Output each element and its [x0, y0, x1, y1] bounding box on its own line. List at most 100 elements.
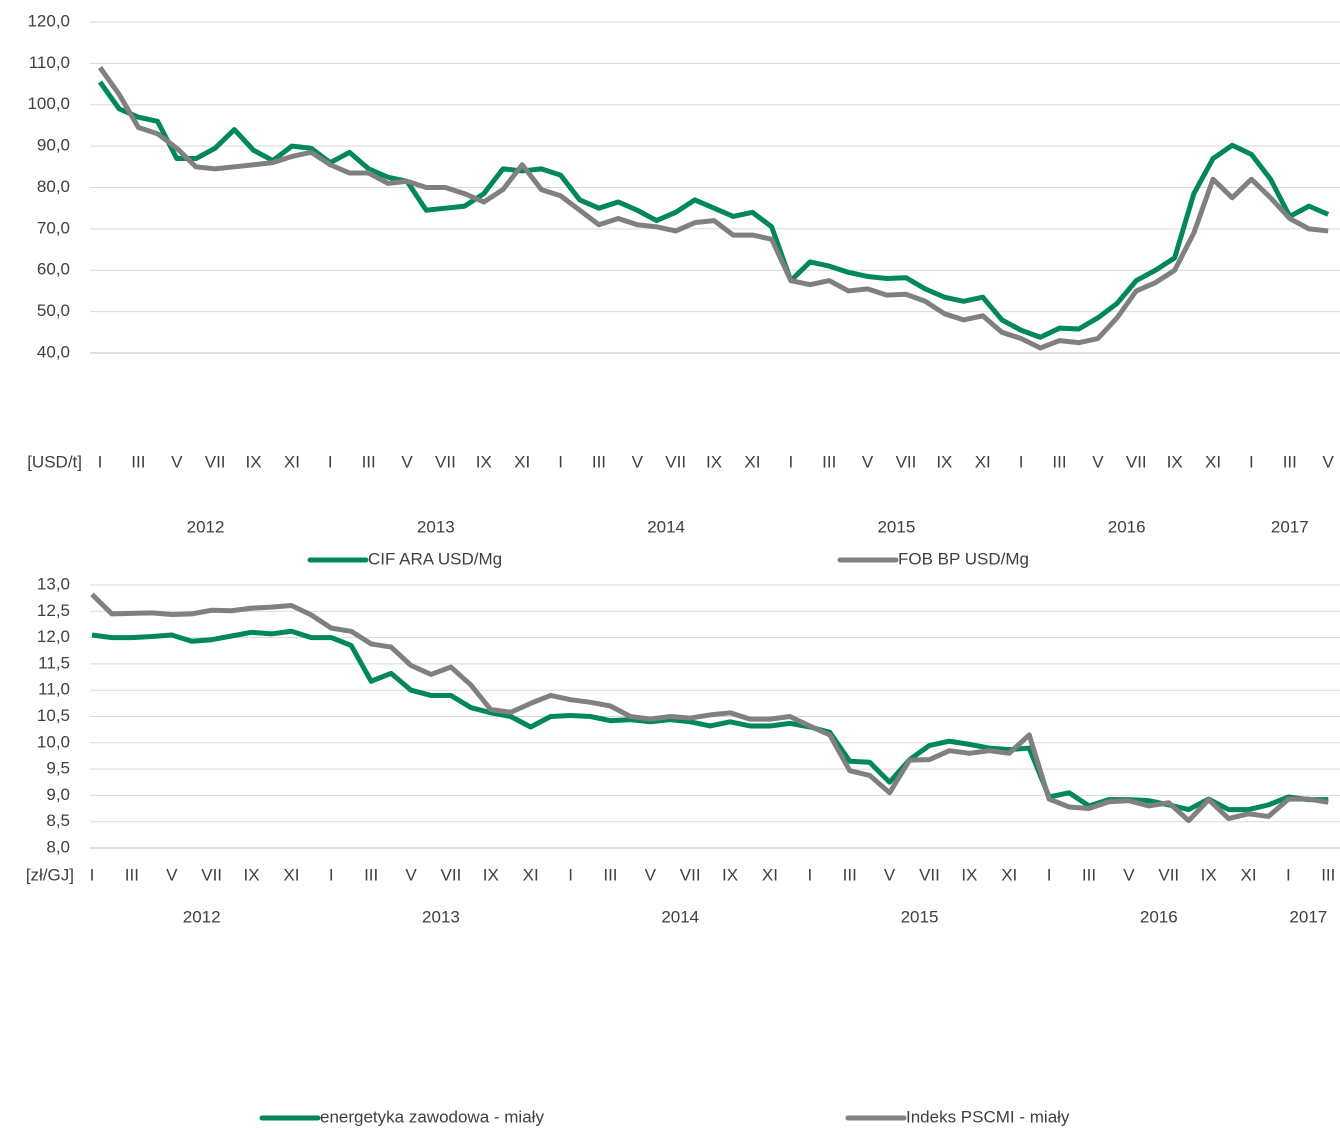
x-tick-label: III	[822, 452, 836, 471]
x-tick-label: V	[1322, 452, 1334, 471]
y-tick-label: 70,0	[37, 218, 70, 237]
x-axis-label: [zł/GJ]	[26, 865, 74, 884]
x-tick-label: XI	[514, 452, 530, 471]
x-tick-label: XI	[762, 865, 778, 884]
y-tick-label: 40,0	[37, 342, 70, 361]
x-tick-label: IX	[936, 452, 952, 471]
year-label: 2013	[417, 517, 455, 536]
x-tick-label: VII	[201, 865, 222, 884]
x-tick-label: III	[1283, 452, 1297, 471]
year-label: 2012	[183, 907, 221, 926]
x-tick-label: V	[405, 865, 417, 884]
series-line	[97, 66, 1329, 351]
x-tick-label: VII	[665, 452, 686, 471]
y-tick-label: 11,0	[38, 680, 70, 699]
x-tick-label: III	[131, 452, 145, 471]
legend-label: FOB BP USD/Mg	[898, 549, 1029, 568]
legend-label: CIF ARA USD/Mg	[368, 549, 502, 568]
x-tick-label: I	[1286, 865, 1291, 884]
x-tick-label: I	[558, 452, 563, 471]
x-tick-label: VII	[441, 865, 462, 884]
y-tick-label: 9,5	[46, 759, 70, 778]
series-line	[97, 80, 1330, 340]
series-line	[91, 628, 1329, 813]
x-axis-label: [USD/t]	[27, 452, 82, 471]
year-label: 2012	[187, 517, 225, 536]
x-tick-label: I	[329, 865, 334, 884]
year-label: 2017	[1271, 517, 1309, 536]
x-tick-label: III	[1082, 865, 1096, 884]
x-tick-label: V	[862, 452, 874, 471]
x-tick-label: IX	[1167, 452, 1183, 471]
y-tick-label: 10,5	[37, 706, 70, 725]
y-tick-label: 50,0	[37, 301, 70, 320]
x-tick-label: IX	[243, 865, 259, 884]
year-label: 2016	[1140, 907, 1178, 926]
x-tick-label: XI	[1001, 865, 1017, 884]
series-line	[90, 592, 1329, 824]
x-tick-label: V	[166, 865, 178, 884]
x-tick-label: III	[362, 452, 376, 471]
y-tick-label: 11,5	[38, 653, 70, 672]
x-tick-label: I	[807, 865, 812, 884]
y-tick-label: 12,5	[37, 601, 70, 620]
y-tick-label: 12,0	[37, 627, 70, 646]
y-tick-label: 110,0	[29, 53, 70, 72]
x-tick-label: V	[171, 452, 183, 471]
year-label: 2015	[901, 907, 939, 926]
x-tick-label: XI	[284, 452, 300, 471]
x-tick-label: V	[884, 865, 896, 884]
x-tick-label: V	[632, 452, 644, 471]
x-tick-label: VII	[919, 865, 940, 884]
y-tick-label: 80,0	[37, 177, 70, 196]
x-tick-label: VII	[896, 452, 917, 471]
x-tick-label: IX	[483, 865, 499, 884]
x-tick-label: XI	[283, 865, 299, 884]
y-tick-label: 60,0	[37, 260, 70, 279]
y-tick-label: 90,0	[37, 136, 70, 155]
y-tick-label: 120,0	[27, 11, 70, 30]
x-tick-label: IX	[476, 452, 492, 471]
x-tick-label: I	[328, 452, 333, 471]
year-label: 2014	[647, 517, 685, 536]
x-tick-label: I	[98, 452, 103, 471]
x-tick-label: VII	[680, 865, 701, 884]
x-tick-label: I	[568, 865, 573, 884]
x-tick-label: III	[603, 865, 617, 884]
x-tick-label: III	[125, 865, 139, 884]
x-tick-label: XI	[975, 452, 991, 471]
x-tick-label: VII	[1126, 452, 1147, 471]
x-tick-label: III	[1052, 452, 1066, 471]
y-tick-label: 100,0	[27, 94, 70, 113]
y-tick-label: 8,0	[46, 837, 70, 856]
x-tick-label: IX	[706, 452, 722, 471]
legend-label: energetyka zawodowa - miały	[320, 1107, 544, 1126]
x-tick-label: XI	[1240, 865, 1256, 884]
x-tick-label: VII	[1158, 865, 1179, 884]
year-label: 2016	[1108, 517, 1146, 536]
y-tick-label: 8,5	[46, 811, 70, 830]
year-label: 2013	[422, 907, 460, 926]
x-tick-label: III	[364, 865, 378, 884]
x-tick-label: III	[843, 865, 857, 884]
x-tick-label: IX	[1201, 865, 1217, 884]
x-tick-label: III	[592, 452, 606, 471]
x-tick-label: I	[1019, 452, 1024, 471]
x-tick-label: IX	[245, 452, 261, 471]
x-tick-label: IX	[722, 865, 738, 884]
x-tick-label: VII	[205, 452, 226, 471]
x-tick-label: I	[1249, 452, 1254, 471]
legend-label: Indeks PSCMI - miały	[906, 1107, 1070, 1126]
x-tick-label: I	[1047, 865, 1052, 884]
year-label: 2017	[1289, 907, 1327, 926]
year-label: 2014	[661, 907, 699, 926]
x-tick-label: V	[1092, 452, 1104, 471]
x-tick-label: XI	[1205, 452, 1221, 471]
x-tick-label: VII	[435, 452, 456, 471]
x-tick-label: V	[645, 865, 657, 884]
year-label: 2015	[877, 517, 915, 536]
x-tick-label: I	[90, 865, 95, 884]
x-tick-label: XI	[744, 452, 760, 471]
x-tick-label: V	[1123, 865, 1135, 884]
